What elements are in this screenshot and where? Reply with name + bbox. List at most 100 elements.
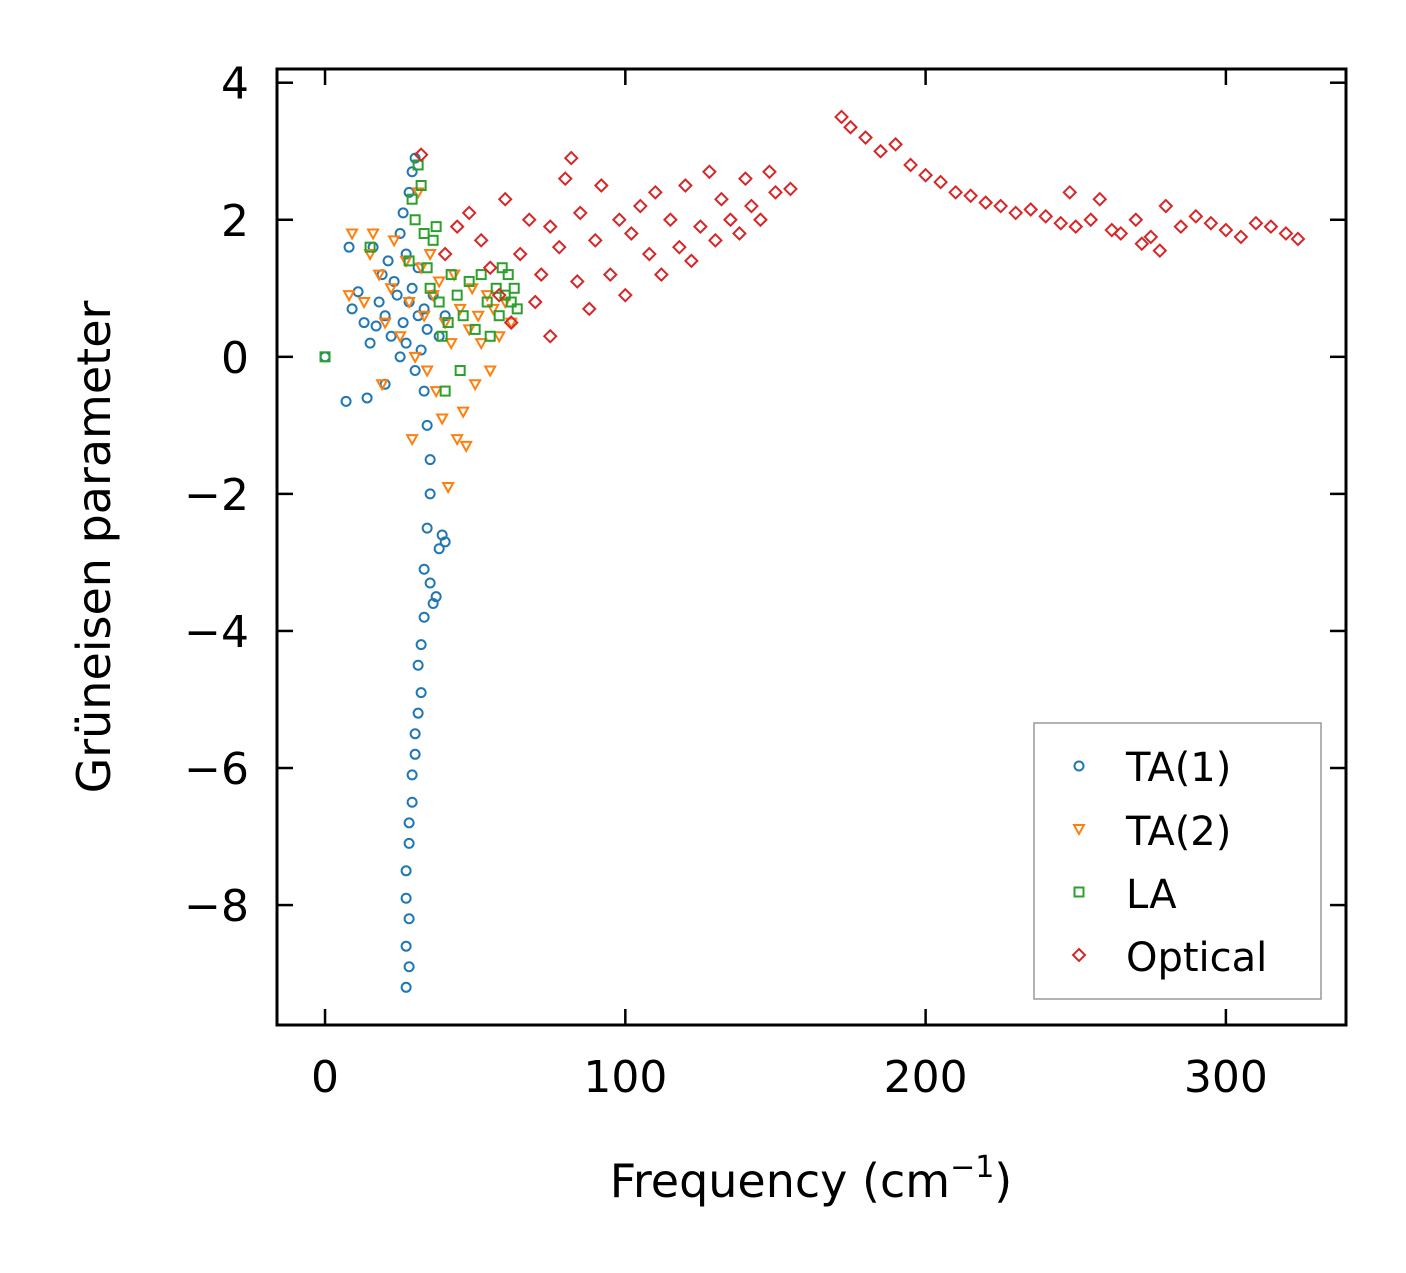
data-point [762,164,777,180]
data-point [1104,222,1120,238]
data-point [342,290,356,303]
y-tick-label: 0 [221,333,249,384]
data-point [471,310,485,323]
data-point [1134,236,1150,252]
data-point [400,337,412,349]
data-point [382,255,394,267]
data-point [364,241,376,253]
data-point [1062,184,1078,200]
legend-marker-ta1 [1073,760,1085,772]
data-point [1053,215,1069,231]
data-point [423,249,437,262]
data-point [692,219,708,235]
legend-label-optical: Optical [1126,935,1267,981]
data-point [424,454,436,466]
data-point [418,563,430,575]
data-point [858,130,873,145]
axis-ticks: 0 100 200 300 −8 −6 −4 −2 0 2 4 [184,59,1346,1103]
data-point [1158,198,1174,214]
legend: TA(1) TA(2) LA Optical [1033,722,1322,1000]
data-point [421,323,433,335]
data-point [481,296,493,308]
legend-label-la: LA [1126,872,1177,918]
data-point [415,344,427,356]
data-point [1113,226,1129,241]
data-point [418,385,430,397]
data-point [505,296,517,308]
data-point [400,865,412,877]
data-point [379,310,391,322]
series-ta1 [319,152,451,993]
data-point [403,817,415,829]
data-point [373,296,385,308]
data-point [449,219,465,235]
data-point [415,639,427,651]
y-axis-label: Grüneisen parameter [67,300,121,793]
data-point [375,379,389,392]
data-point [834,109,849,125]
data-point [1068,219,1084,235]
data-point [402,297,416,310]
data-point [403,913,415,925]
data-point [433,296,445,308]
data-point [753,212,768,228]
data-point [400,248,412,260]
data-point [468,379,482,392]
y-tick-label: −6 [184,744,249,795]
data-point [436,529,448,541]
data-point [611,212,627,228]
data-point [426,290,440,303]
data-point [357,297,371,310]
data-point [1092,191,1108,207]
data-point [378,317,392,330]
data-point [1128,212,1144,228]
data-point [502,269,514,281]
data-point [1290,231,1306,247]
data-point [418,611,430,623]
data-point [1188,208,1204,224]
data-point [508,282,520,294]
data-point [384,283,398,296]
data-point [397,317,409,329]
data-point [542,328,558,344]
data-point [480,290,494,303]
data-point [394,351,406,363]
data-point [413,147,429,163]
data-point [418,303,430,315]
data-point [683,253,699,269]
data-point [403,837,415,849]
data-point [424,488,436,500]
data-point [358,317,370,329]
data-point [587,232,603,248]
data-point [527,294,543,310]
data-point [421,522,433,534]
data-point [424,577,436,589]
legend-marker-optical [1071,947,1087,963]
data-point [454,365,466,377]
data-point [744,198,759,214]
data-point [493,310,505,322]
data-point [409,728,421,740]
data-point [1152,243,1168,259]
data-point [400,892,412,904]
data-point [427,234,439,246]
data-point [456,406,470,419]
data-point [474,338,488,351]
data-point [412,707,424,719]
data-point [343,241,355,253]
data-point [1203,215,1219,231]
data-point [1248,215,1264,231]
data-point [504,317,518,330]
data-point [602,267,618,283]
data-point [623,226,639,241]
data-point [430,591,442,603]
data-point [441,482,455,495]
series-la [319,159,523,397]
data-point [783,181,798,197]
data-point [435,413,449,426]
data-point [843,119,858,135]
data-point [372,269,386,282]
data-point [533,267,549,283]
series-optical [413,109,1306,344]
data-point [409,748,421,760]
